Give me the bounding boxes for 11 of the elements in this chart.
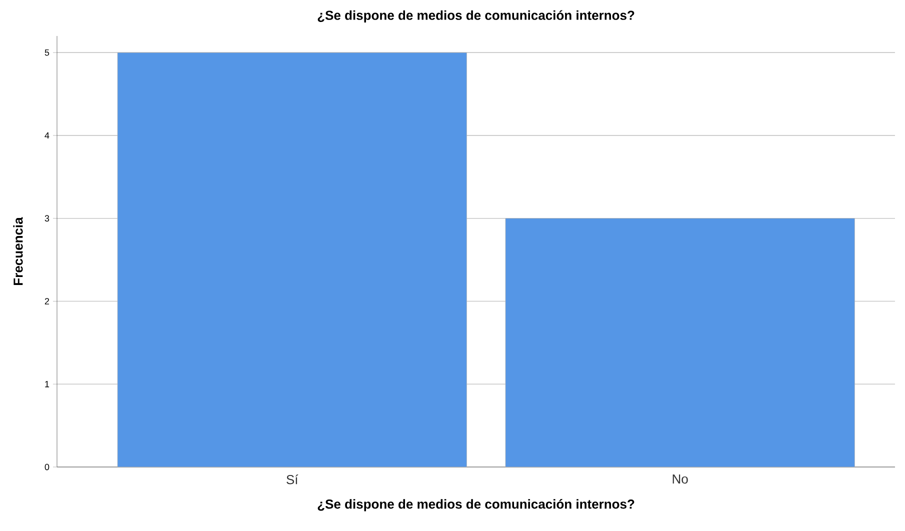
x-tick-label: No — [672, 474, 688, 484]
y-tick-label: 3 — [44, 215, 50, 222]
x-axis-title: ¿Se dispone de medios de comunicación internos? — [318, 499, 634, 512]
x-tick-label: Sí — [286, 474, 298, 484]
y-tick-label: 2 — [44, 298, 50, 304]
y-tick-label: 1 — [45, 381, 50, 388]
y-axis-title: Frecuencia — [13, 217, 23, 285]
y-tick-label: 5 — [44, 49, 50, 56]
chart-title: ¿Se dispone de medios de comunicación internos? — [318, 10, 634, 23]
y-tick-label: 4 — [44, 132, 50, 139]
y-tick-label: 0 — [44, 464, 50, 470]
